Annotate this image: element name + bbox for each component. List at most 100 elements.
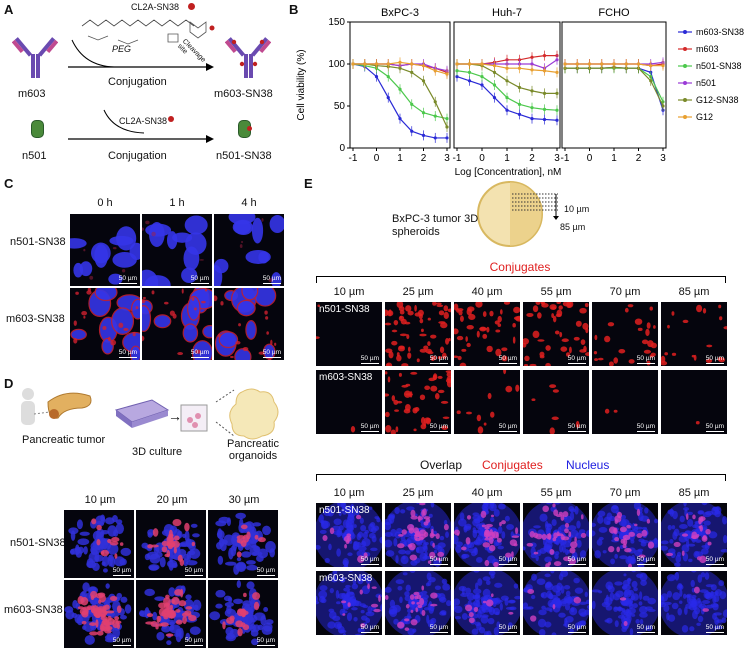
- scale-bar-label: 50 µm: [184, 637, 203, 644]
- data-point: [433, 114, 437, 118]
- scale-bar-label: 50 µm: [429, 423, 448, 430]
- scale-bar-label: 50 µm: [567, 556, 586, 563]
- chart-title: Huh-7: [492, 7, 522, 19]
- scale-bar: 50 µm: [360, 624, 379, 633]
- panel-label-d: D: [4, 376, 14, 391]
- scale-bar-label: 50 µm: [262, 349, 281, 356]
- scale-bar: 50 µm: [429, 355, 448, 364]
- data-point: [386, 62, 390, 66]
- scale-bar: 50 µm: [262, 275, 281, 284]
- scale-bar-label: 50 µm: [705, 423, 724, 430]
- scale-bar: 50 µm: [498, 624, 517, 633]
- scale-bar-label: 50 µm: [184, 567, 203, 574]
- data-point: [600, 62, 604, 66]
- organoid-label: Pancreatic organoids: [227, 438, 279, 462]
- micrograph-c: 50 µm: [70, 288, 140, 360]
- scale-bar-label: 50 µm: [256, 637, 275, 644]
- micrograph-d: 50 µm: [64, 510, 134, 578]
- data-point: [661, 64, 665, 68]
- data-point: [517, 66, 522, 70]
- chart-title: FCHO: [598, 7, 630, 19]
- data-point: [421, 79, 426, 83]
- scale-bar: 50 µm: [190, 275, 209, 284]
- micrograph-e-conjugates: 50 µm: [385, 370, 451, 434]
- nucleus-title: Nucleus: [566, 458, 610, 472]
- scale-bar: 50 µm: [636, 556, 655, 565]
- legend-marker: [683, 81, 687, 85]
- scale-bar-label: 50 µm: [498, 556, 517, 563]
- legend-marker: [683, 98, 687, 102]
- conjugates-depth-label: 25 µm: [402, 286, 434, 298]
- organoid-icon: [215, 388, 279, 440]
- data-point: [649, 64, 653, 68]
- scale-bar: 50 µm: [705, 556, 724, 565]
- micrograph-c: 50 µm: [70, 214, 140, 286]
- data-point: [555, 70, 559, 74]
- scale-bar: 50 µm: [360, 556, 379, 565]
- x-axis-label: Log [Concentration], nM: [455, 167, 562, 178]
- scale-bar-label: 50 µm: [567, 624, 586, 631]
- scale-bar-label: 50 µm: [262, 275, 281, 282]
- conjugates-depth-label: 40 µm: [471, 286, 503, 298]
- row-label-d-m603: m603-SN38: [4, 604, 63, 616]
- scale-bar-label: 50 µm: [705, 556, 724, 563]
- y-tick-label: 50: [334, 101, 346, 112]
- data-point: [445, 117, 449, 121]
- data-point: [480, 75, 484, 79]
- x-tick-label: 0: [374, 153, 380, 164]
- micrograph-e-conjugates: 50 µm: [592, 302, 658, 366]
- micrograph-e-overlap: 50 µm: [661, 571, 727, 635]
- cl2a-label-2: CL2A-SN38: [119, 116, 168, 126]
- conjugation-label-2: Conjugation: [108, 150, 167, 162]
- data-point: [410, 70, 414, 74]
- scale-bar: 50 µm: [112, 567, 131, 576]
- conjugation-label-1: Conjugation: [108, 76, 167, 88]
- micrograph-e-conjugates: 50 µm n501-SN38: [316, 302, 382, 366]
- legend-marker: [683, 47, 687, 51]
- panel-label-b: B: [289, 2, 299, 17]
- data-point: [542, 54, 547, 58]
- x-tick-label: 0: [587, 153, 593, 164]
- micrograph-d: 50 µm: [136, 510, 206, 578]
- micrograph-c: 50 µm: [142, 214, 212, 286]
- overlap-depth-label: 25 µm: [402, 487, 434, 499]
- scale-bar: 50 µm: [705, 624, 724, 633]
- legend-marker: [683, 115, 687, 119]
- micrograph-e-overlap: 50 µm: [661, 503, 727, 567]
- nanobody-label: n501: [22, 150, 47, 162]
- conjugates-title: Conjugates: [489, 260, 551, 274]
- data-point: [467, 62, 472, 66]
- legend-marker: [683, 64, 687, 68]
- drug-dot-icon-3: [247, 126, 252, 131]
- data-point: [455, 62, 459, 66]
- micrograph-e-overlap: 50 µm: [385, 571, 451, 635]
- data-point: [563, 62, 567, 66]
- data-point: [517, 112, 522, 116]
- data-point: [386, 96, 390, 100]
- scale-bar-label: 50 µm: [705, 624, 724, 631]
- data-point: [505, 66, 509, 70]
- scale-bar: 50 µm: [567, 355, 586, 364]
- scale-bar-label: 50 µm: [498, 423, 517, 430]
- data-point: [467, 70, 472, 74]
- series-line: [352, 63, 447, 139]
- overlap-depth-label: 10 µm: [333, 487, 365, 499]
- tile-row-label: n501-SN38: [319, 505, 370, 516]
- antibody-icon: [12, 37, 58, 78]
- scale-bar-label: 50 µm: [429, 556, 448, 563]
- micrograph-d: 50 µm: [208, 510, 278, 578]
- data-point: [398, 66, 402, 70]
- spheroid-label: BxPC-3 tumor 3D spheroids: [392, 213, 479, 238]
- scale-bar-label: 50 µm: [429, 624, 448, 631]
- x-tick-label: 2: [529, 153, 535, 164]
- legend-label: n501: [696, 78, 716, 88]
- legend-label: m603: [696, 44, 719, 54]
- row-label-d-n501: n501-SN38: [10, 537, 66, 549]
- scale-bar-label: 50 µm: [360, 624, 379, 631]
- micrograph-e-conjugates: 50 µm: [454, 302, 520, 366]
- data-point: [624, 62, 628, 66]
- y-tick-label: 100: [328, 59, 345, 70]
- data-point: [445, 72, 449, 76]
- x-tick-label: 2: [636, 153, 642, 164]
- scale-bar: 50 µm: [636, 624, 655, 633]
